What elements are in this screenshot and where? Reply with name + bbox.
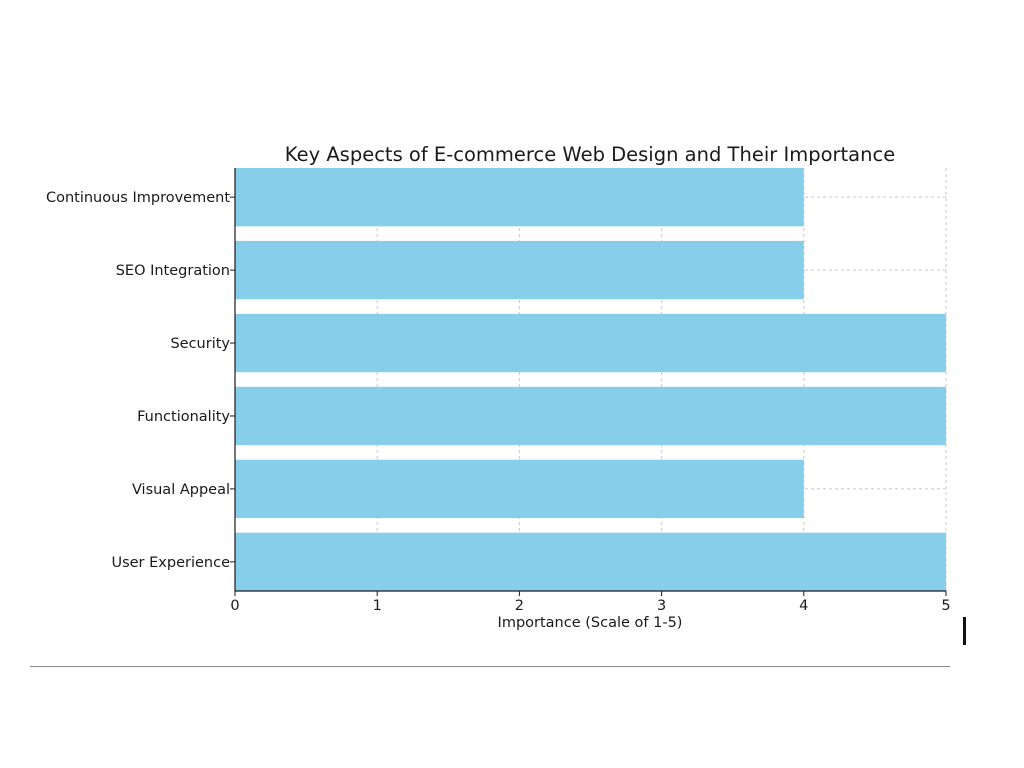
category-label: User Experience	[111, 555, 230, 571]
bar	[235, 386, 946, 446]
x-tick-label: 5	[941, 598, 950, 614]
bars	[235, 168, 946, 591]
x-tick-label: 4	[799, 598, 808, 614]
x-axis-label: Importance (Scale of 1-5)	[498, 615, 683, 631]
category-label: Visual Appeal	[132, 482, 230, 498]
x-tick-label: 3	[657, 598, 666, 614]
x-tick-label: 0	[230, 598, 239, 614]
axes	[230, 168, 947, 596]
bar	[235, 459, 804, 519]
bar	[235, 168, 804, 227]
category-label: Continuous Improvement	[46, 190, 230, 206]
page-divider	[30, 666, 950, 667]
x-ticks: 0 1 2 3 4 5	[230, 598, 950, 614]
text-cursor-icon	[963, 617, 966, 645]
category-label: Functionality	[137, 409, 230, 425]
bar	[235, 313, 946, 373]
grid	[234, 168, 947, 591]
bar	[235, 532, 946, 591]
category-labels: User Experience Visual Appeal Functionalit…	[46, 190, 230, 571]
bar	[235, 240, 804, 300]
x-tick-label: 1	[373, 598, 382, 614]
x-tick-label: 2	[515, 598, 524, 614]
category-label: Security	[170, 336, 230, 352]
chart-title: Key Aspects of E-commerce Web Design and…	[285, 143, 895, 166]
category-label: SEO Integration	[116, 263, 230, 279]
